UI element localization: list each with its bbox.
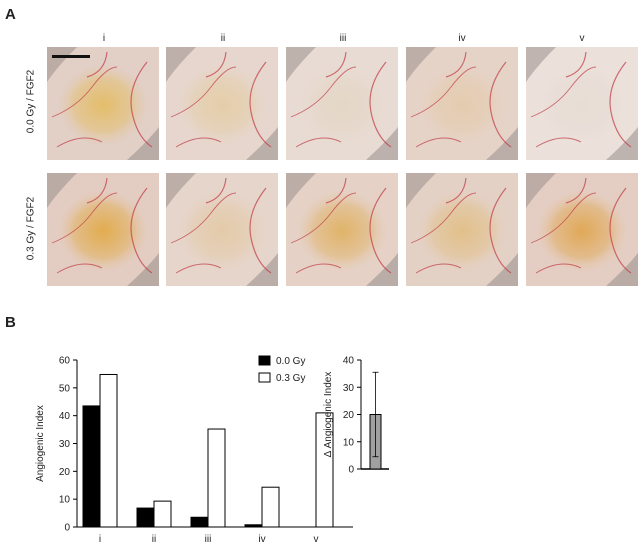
y-tick-label: 40 [343,356,355,367]
x-tick-label: iii [205,534,212,545]
bar-00Gy-ii [136,507,155,528]
column-label-v: v [579,33,585,44]
x-tick-label: i [99,534,101,545]
photo-0gy-v [526,47,638,160]
photo-0gy-iii [286,47,398,160]
photo-0gy-ii-image [166,47,278,160]
scale-bar [52,55,90,58]
y-axis-label: Δ Angiogenic Index [323,372,334,458]
column-label-ii: ii [220,33,226,44]
photo-0gy-iv-image [406,47,518,160]
bar-00Gy-iv [244,524,263,528]
photo-03gy-ii-image [166,173,278,286]
bar-03Gy-iii [207,428,226,528]
legend-label: 0.3 Gy [276,373,305,384]
y-tick-label: 20 [343,410,355,421]
photo-03gy-iii-image [286,173,398,286]
photo-03gy-v [526,173,638,286]
bar-03Gy-v [315,412,334,528]
photo-0gy-i-image [47,47,159,160]
bar-03Gy-ii [153,500,172,528]
bar-03Gy-i [99,373,118,528]
y-tick-label: 0 [64,523,70,534]
y-tick-label: 10 [59,495,71,506]
panel-a-letter: A [5,6,16,23]
bar-00Gy-i [82,405,101,528]
x-tick-label: iv [258,534,265,545]
photo-03gy-iii [286,173,398,286]
photo-03gy-iv-image [406,173,518,286]
y-tick-label: 30 [343,383,355,394]
y-tick-label: 40 [59,411,71,422]
y-tick-label: 0 [348,465,354,476]
photo-0gy-iii-image [286,47,398,160]
column-label-iv: iv [458,33,466,44]
y-axis-label: Angiogenic Index [35,405,46,482]
photo-03gy-i [47,173,159,286]
photo-03gy-iv [406,173,518,286]
photo-03gy-v-image [526,173,638,286]
column-label-i: i [102,33,106,44]
panel-b-letter: B [5,314,16,331]
photo-03gy-i-image [47,173,159,286]
photo-0gy-i [47,47,159,160]
bar-00Gy-iii [190,516,209,528]
column-label-iii: iii [339,33,347,44]
y-tick-label: 20 [59,467,71,478]
photo-0gy-v-image [526,47,638,160]
row-label-03gy: 0.3 Gy / FGF2 [25,196,37,261]
y-tick-label: 60 [59,356,71,367]
bar-03Gy-iv [261,486,280,528]
y-tick-label: 50 [59,383,71,394]
photo-0gy-ii [166,47,278,160]
row-label-0gy: 0.0 Gy / FGF2 [25,69,37,134]
x-tick-label: v [314,534,319,545]
legend-swatch [258,372,271,383]
x-tick-label: ii [152,534,156,545]
y-tick-label: 30 [59,439,71,450]
legend-label: 0.0 Gy [276,356,305,367]
photo-03gy-ii [166,173,278,286]
photo-0gy-iv [406,47,518,160]
y-tick-label: 10 [343,437,355,448]
delta-angiogenic-index-chart: 0 10 20 30 40 Δ Angiogenic Index [323,356,389,476]
legend-swatch [258,355,271,366]
